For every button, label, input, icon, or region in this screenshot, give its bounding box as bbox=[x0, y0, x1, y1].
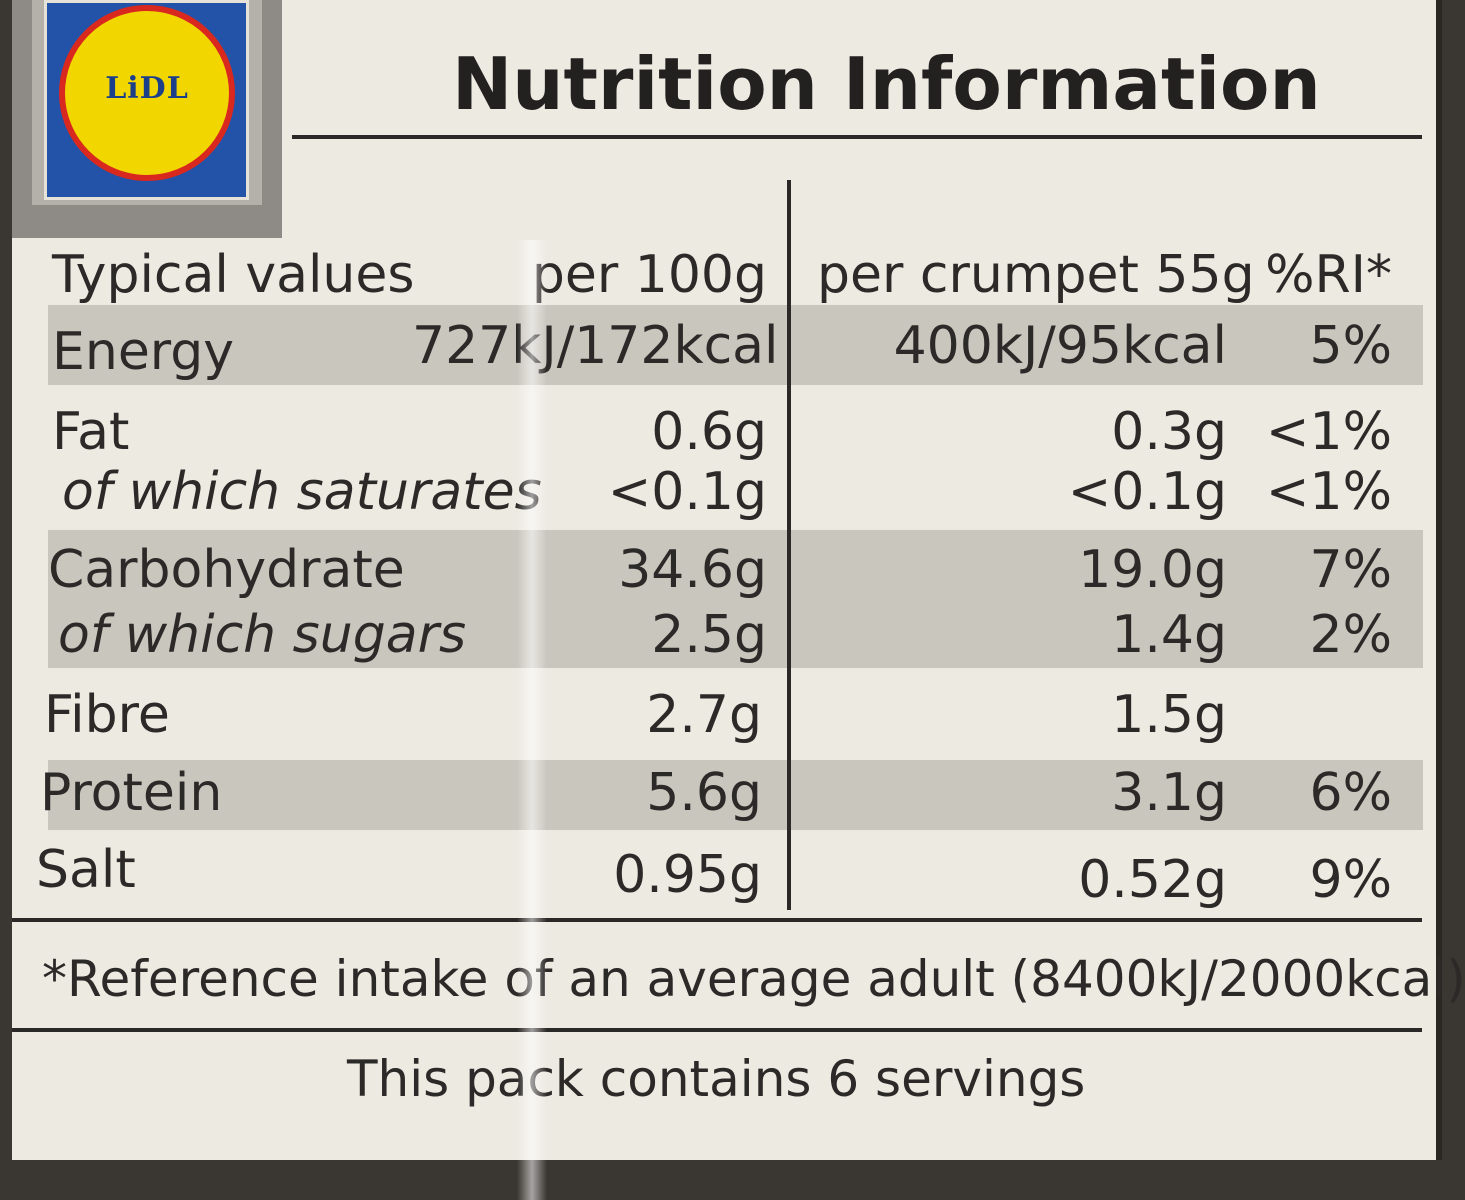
lidl-logo: LiDL bbox=[44, 0, 249, 200]
row-label: Energy bbox=[52, 322, 235, 382]
row-per-serving: 19.0g bbox=[1078, 540, 1227, 600]
row-per100: <0.1g bbox=[607, 462, 767, 522]
row-per100: 727kJ/172kcal bbox=[412, 316, 779, 376]
row-ri: <1% bbox=[1265, 462, 1392, 522]
header-per-serving: per crumpet 55g bbox=[817, 245, 1255, 305]
column-divider bbox=[787, 180, 791, 910]
logo-circle: LiDL bbox=[59, 5, 235, 181]
row-ri: 2% bbox=[1309, 605, 1393, 665]
row-per100: 0.6g bbox=[651, 402, 767, 462]
paper-crease bbox=[517, 240, 547, 1200]
title-rule bbox=[292, 135, 1422, 139]
row-label: of which sugars bbox=[58, 605, 467, 665]
row-ri: 6% bbox=[1309, 763, 1393, 823]
row-per100: 2.5g bbox=[651, 605, 767, 665]
row-label: Salt bbox=[36, 840, 136, 900]
header-typical: Typical values bbox=[52, 245, 415, 305]
row-per-serving: 0.3g bbox=[1111, 402, 1227, 462]
header-per100: per 100g bbox=[531, 245, 767, 305]
band-carbohydrate bbox=[48, 530, 1423, 668]
page-title: Nutrition Information bbox=[452, 42, 1321, 126]
row-label: Fat bbox=[52, 402, 130, 462]
nutrition-panel: LiDL Nutrition Information Typical value… bbox=[12, 0, 1465, 1200]
row-per-serving: 0.52g bbox=[1078, 850, 1227, 910]
row-ri: <1% bbox=[1265, 402, 1392, 462]
table-bottom-rule bbox=[12, 918, 1422, 922]
row-per-serving: 1.5g bbox=[1111, 685, 1227, 745]
row-per100: 5.6g bbox=[646, 763, 762, 823]
row-per-serving: 3.1g bbox=[1111, 763, 1227, 823]
row-label: Carbohydrate bbox=[48, 540, 405, 600]
logo-text: LiDL bbox=[105, 71, 189, 106]
row-per100: 2.7g bbox=[646, 685, 762, 745]
row-label: Fibre bbox=[44, 685, 170, 745]
row-ri: 9% bbox=[1309, 850, 1393, 910]
header-ri: %RI* bbox=[1265, 245, 1392, 305]
row-label: of which saturates bbox=[62, 462, 542, 522]
row-ri: 7% bbox=[1309, 540, 1393, 600]
footnote-rule bbox=[12, 1028, 1422, 1032]
row-per-serving: 1.4g bbox=[1111, 605, 1227, 665]
row-label: Protein bbox=[40, 763, 223, 823]
row-per-serving: <0.1g bbox=[1067, 462, 1227, 522]
reference-footnote: *Reference intake of an average adult (8… bbox=[42, 950, 1465, 1008]
row-per-serving: 400kJ/95kcal bbox=[893, 316, 1227, 376]
servings-note: This pack contains 6 servings bbox=[347, 1050, 1086, 1108]
row-ri: 5% bbox=[1309, 316, 1393, 376]
band-protein bbox=[48, 760, 1423, 830]
row-per100: 34.6g bbox=[618, 540, 767, 600]
band-energy bbox=[48, 305, 1423, 385]
row-per100: 0.95g bbox=[613, 845, 762, 905]
